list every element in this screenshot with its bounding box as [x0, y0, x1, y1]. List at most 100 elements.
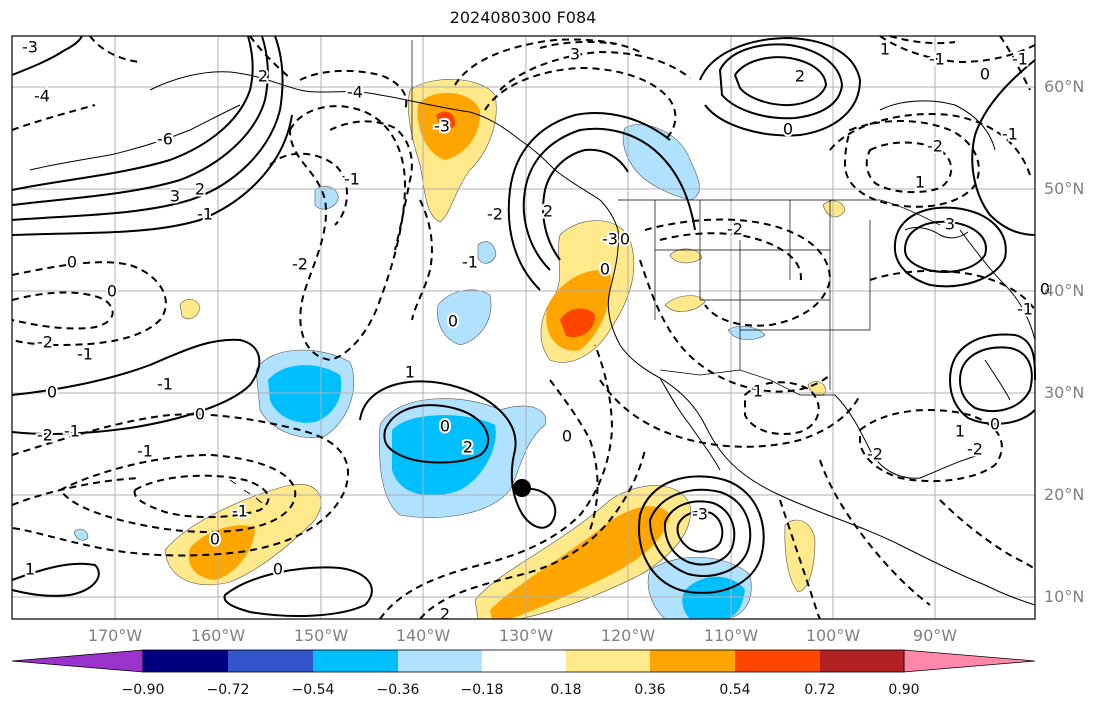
- contour-dash-14: [454, 38, 641, 86]
- contour-label: -2: [867, 445, 883, 464]
- contour-label: -1: [137, 442, 153, 461]
- contour-dash-23: [744, 381, 820, 436]
- colorbar-segment: [228, 650, 313, 672]
- contour-solid-high-2: [733, 56, 828, 107]
- colorbar-tick-label: −0.36: [376, 682, 420, 698]
- contour-label: -1: [64, 422, 80, 441]
- contour-label: -2: [292, 255, 308, 274]
- contour-label: -2: [727, 220, 743, 239]
- contour-label: 0: [107, 282, 117, 301]
- contour-label: 0: [440, 417, 450, 436]
- colorbar-segment: [820, 650, 904, 672]
- contour-label: -2: [37, 426, 53, 445]
- contour-dash-32: [89, 35, 141, 63]
- contour-label: 0: [562, 427, 572, 446]
- contour-label: 2: [463, 438, 473, 457]
- contour-label: 0: [448, 312, 458, 331]
- contour-solid-sw-1: [11, 338, 261, 435]
- contour-label: -2: [487, 205, 503, 224]
- contour-dash-15: [539, 40, 616, 49]
- contour-label: 0: [600, 260, 610, 279]
- contour-dash-8: [11, 477, 141, 506]
- contour-dash-10: [379, 344, 614, 620]
- lat-label-60n: 60°N: [1044, 77, 1085, 96]
- orange-core-hawaii: [188, 525, 255, 580]
- contour-label: 1: [753, 382, 763, 401]
- warm-patch-3: [669, 248, 703, 264]
- contour-solid-east-1: [903, 220, 987, 273]
- contour-label: -1: [344, 170, 360, 189]
- lon-label-120w: 120°W: [600, 626, 656, 645]
- contour-solid-trop-3: [676, 510, 724, 553]
- contour-label: 0: [1040, 280, 1050, 299]
- colorbar-border: [142, 649, 905, 673]
- solid-contours: [11, 35, 1036, 618]
- contour-solid-sw-3: [223, 566, 373, 618]
- contour-dash-13: [484, 66, 677, 141]
- contour-dash-22: [599, 379, 861, 448]
- lat-label-40n: 40°N: [1044, 281, 1085, 300]
- contour-dash-2: [11, 291, 114, 330]
- contour-label: 0: [783, 120, 793, 139]
- contour-label: 0: [980, 65, 990, 84]
- coast-florida: [984, 359, 1011, 401]
- lon-label-130w: 130°W: [498, 626, 554, 645]
- contour-solid-2: [11, 35, 269, 206]
- dashed-contours: [11, 35, 1036, 620]
- contour-dash-30: [779, 499, 821, 620]
- contour-solid-ridge-1: [522, 127, 696, 271]
- contour-dash-3: [288, 105, 407, 362]
- contour-dash-26: [829, 113, 1031, 176]
- contour-label: 0: [67, 253, 77, 272]
- contour-label: 2: [795, 67, 805, 86]
- contour-label: -6: [157, 130, 173, 149]
- state-lines: [654, 200, 871, 390]
- contour-dash-20: [659, 232, 802, 286]
- red-core-gulf-alaska: [436, 111, 456, 129]
- contour-solid-gulf-2: [949, 333, 1036, 425]
- contour-label: 0: [620, 230, 630, 249]
- warm-patch-4: [664, 295, 706, 312]
- contour-label: -1: [929, 50, 945, 69]
- map-title: 2024080300 F084: [449, 8, 597, 27]
- lon-label-170w: 170°W: [87, 626, 143, 645]
- lat-label-10n: 10°N: [1044, 587, 1085, 606]
- lat-label-20n: 20°N: [1044, 485, 1085, 504]
- coast-great-lakes: [904, 227, 969, 239]
- coast-aleutians: [29, 104, 241, 171]
- blue-patch-1: [437, 289, 492, 346]
- contour-dash-29: [819, 459, 931, 606]
- coast-baja: [659, 377, 721, 471]
- contour-solid-high-3: [699, 36, 862, 137]
- border-us-mexico: [659, 369, 835, 396]
- coastlines: [29, 71, 1036, 606]
- contour-label: 0: [210, 530, 220, 549]
- contour-label: 1: [880, 40, 890, 59]
- contour-label: -4: [34, 87, 50, 106]
- contour-label: 2: [195, 180, 205, 199]
- contour-solid-trop-2: [663, 500, 736, 566]
- contour-label: -2: [927, 137, 943, 156]
- contour-label: -1: [1002, 125, 1018, 144]
- coast-alaska: [149, 71, 619, 231]
- contour-label: -1: [1012, 50, 1028, 69]
- contour-label: 0: [273, 560, 283, 579]
- contour-dash-36: [889, 35, 956, 45]
- contour-label: -3: [434, 117, 450, 136]
- contour-label: 3: [170, 187, 180, 206]
- colorbar-tick-label: 0.18: [550, 682, 582, 698]
- colorbar-segment: [143, 650, 228, 672]
- contour-label: 1: [955, 422, 965, 441]
- warm-patch-2: [179, 299, 201, 320]
- blue-core-central: [392, 415, 496, 496]
- contour-dash-5: [11, 413, 349, 557]
- contour-label: -1: [197, 205, 213, 224]
- contour-solid-east-2: [893, 206, 1007, 288]
- colorbar-tick-label: 0.36: [634, 682, 666, 698]
- colorbar-segment: [398, 650, 482, 672]
- contour-label: 2: [543, 202, 553, 221]
- contour-label: 3: [570, 45, 580, 64]
- colorbar-tick-label: 0.54: [719, 682, 751, 698]
- colorbar: [11, 649, 1036, 673]
